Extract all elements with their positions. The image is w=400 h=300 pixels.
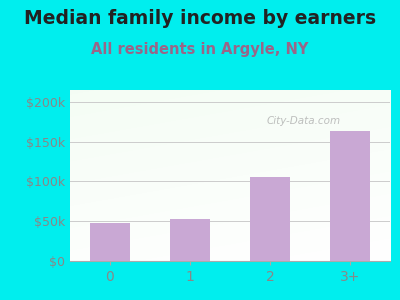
Text: City-Data.com: City-Data.com — [266, 116, 341, 126]
Bar — [90, 223, 130, 261]
Bar — [330, 131, 370, 261]
Text: Median family income by earners: Median family income by earners — [24, 9, 376, 28]
Bar — [250, 178, 290, 261]
Bar — [170, 219, 210, 261]
Text: All residents in Argyle, NY: All residents in Argyle, NY — [91, 42, 309, 57]
